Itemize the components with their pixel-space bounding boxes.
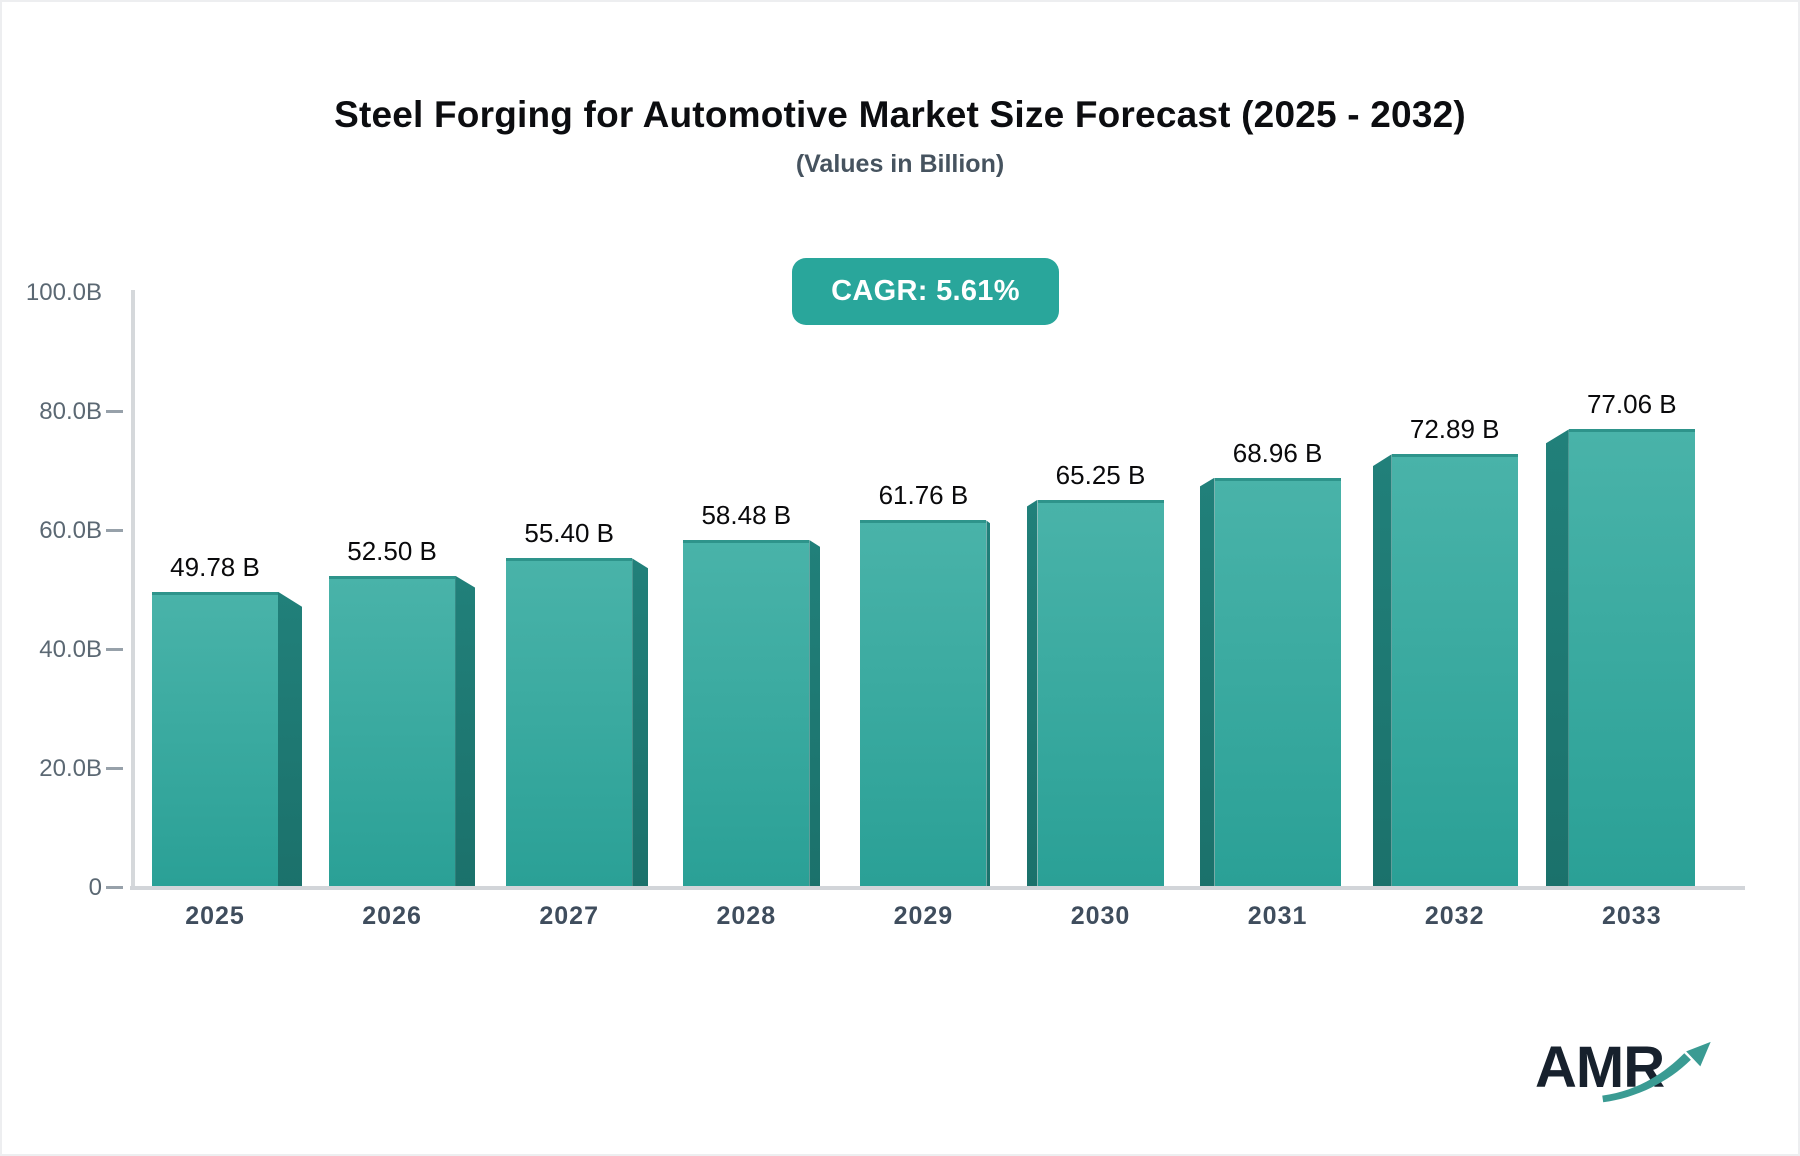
y-axis-tick-mark — [106, 409, 123, 413]
y-axis-tick-mark — [106, 766, 123, 770]
bar — [506, 558, 633, 888]
y-axis-tick-label: 40.0B — [39, 635, 102, 663]
bar — [1568, 429, 1695, 888]
bar-value-label: 61.76 B — [878, 480, 969, 511]
growth-arrow-icon — [1602, 1041, 1711, 1103]
x-axis-year-label: 2026 — [362, 902, 422, 930]
cagr-badge: CAGR: 5.61% — [792, 258, 1059, 325]
x-axis-year-label: 2030 — [1070, 902, 1131, 930]
bar — [1391, 454, 1518, 888]
bar-3d-side — [1026, 499, 1038, 888]
x-axis-year-label: 2028 — [716, 902, 777, 930]
chart-title: Steel Forging for Automotive Market Size… — [334, 94, 1466, 135]
y-axis-tick-mark — [106, 647, 123, 651]
amr-logo: AMR — [1535, 1038, 1715, 1110]
bar — [1037, 499, 1164, 888]
y-axis-line — [131, 290, 135, 888]
bar-value-label: 55.40 B — [524, 518, 614, 549]
x-axis-line — [130, 886, 1745, 890]
x-axis-year-label: 2029 — [893, 902, 954, 930]
y-axis-tick-mark — [106, 886, 123, 889]
y-axis-tick-label: 20.0B — [39, 754, 102, 782]
bar — [683, 539, 810, 888]
bar-3d-side — [809, 539, 821, 888]
y-axis-tick-mark — [106, 528, 123, 532]
bar-value-label: 68.96 B — [1232, 437, 1323, 468]
bar — [152, 591, 278, 888]
x-axis-year-label: 2025 — [185, 902, 245, 930]
chart-subtitle: (Values in Billion) — [795, 150, 1005, 178]
bar-3d-side — [278, 591, 302, 888]
y-axis-tick-label: 0 — [88, 874, 102, 901]
bar-value-label: 52.50 B — [347, 535, 437, 566]
y-axis-tick-label: 80.0B — [39, 397, 102, 425]
bar-3d-side — [1199, 477, 1215, 888]
bar-value-label: 72.89 B — [1409, 414, 1500, 445]
bar — [860, 520, 987, 888]
bar-3d-side — [1545, 429, 1569, 888]
bar-value-label: 58.48 B — [701, 499, 792, 530]
x-axis-year-label: 2032 — [1424, 902, 1485, 930]
bar — [1214, 477, 1341, 888]
cagr-badge-label: CAGR: 5.61% — [831, 275, 1020, 307]
bar-value-label: 65.25 B — [1055, 459, 1146, 490]
y-axis-tick-label: 60.0B — [39, 516, 102, 544]
x-axis-year-label: 2027 — [539, 902, 599, 930]
bar-3d-side — [1372, 454, 1392, 888]
bar-3d-side — [632, 558, 649, 888]
y-axis-tick-label: 100.0B — [25, 278, 102, 306]
bar-3d-side — [986, 520, 991, 888]
bar-value-label: 49.78 B — [170, 551, 260, 582]
bar — [329, 575, 456, 888]
x-axis-year-label: 2033 — [1601, 902, 1662, 930]
bar-3d-side — [455, 575, 476, 888]
bar-value-label: 77.06 B — [1586, 389, 1677, 420]
x-axis-year-label: 2031 — [1247, 902, 1308, 930]
